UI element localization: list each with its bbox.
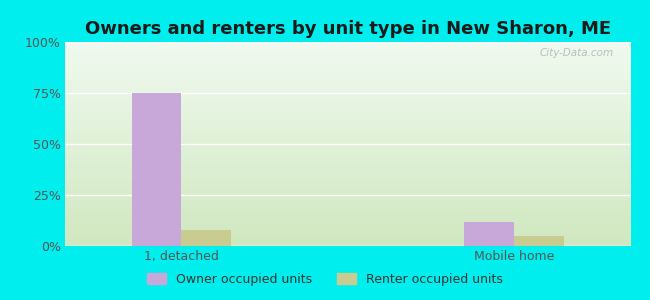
Bar [131, 93, 181, 246]
Legend: Owner occupied units, Renter occupied units: Owner occupied units, Renter occupied un… [142, 268, 508, 291]
Bar [464, 221, 514, 246]
Bar [181, 230, 231, 246]
Text: City-Data.com: City-Data.com [540, 48, 614, 58]
Title: Owners and renters by unit type in New Sharon, ME: Owners and renters by unit type in New S… [84, 20, 611, 38]
Bar [514, 236, 564, 246]
